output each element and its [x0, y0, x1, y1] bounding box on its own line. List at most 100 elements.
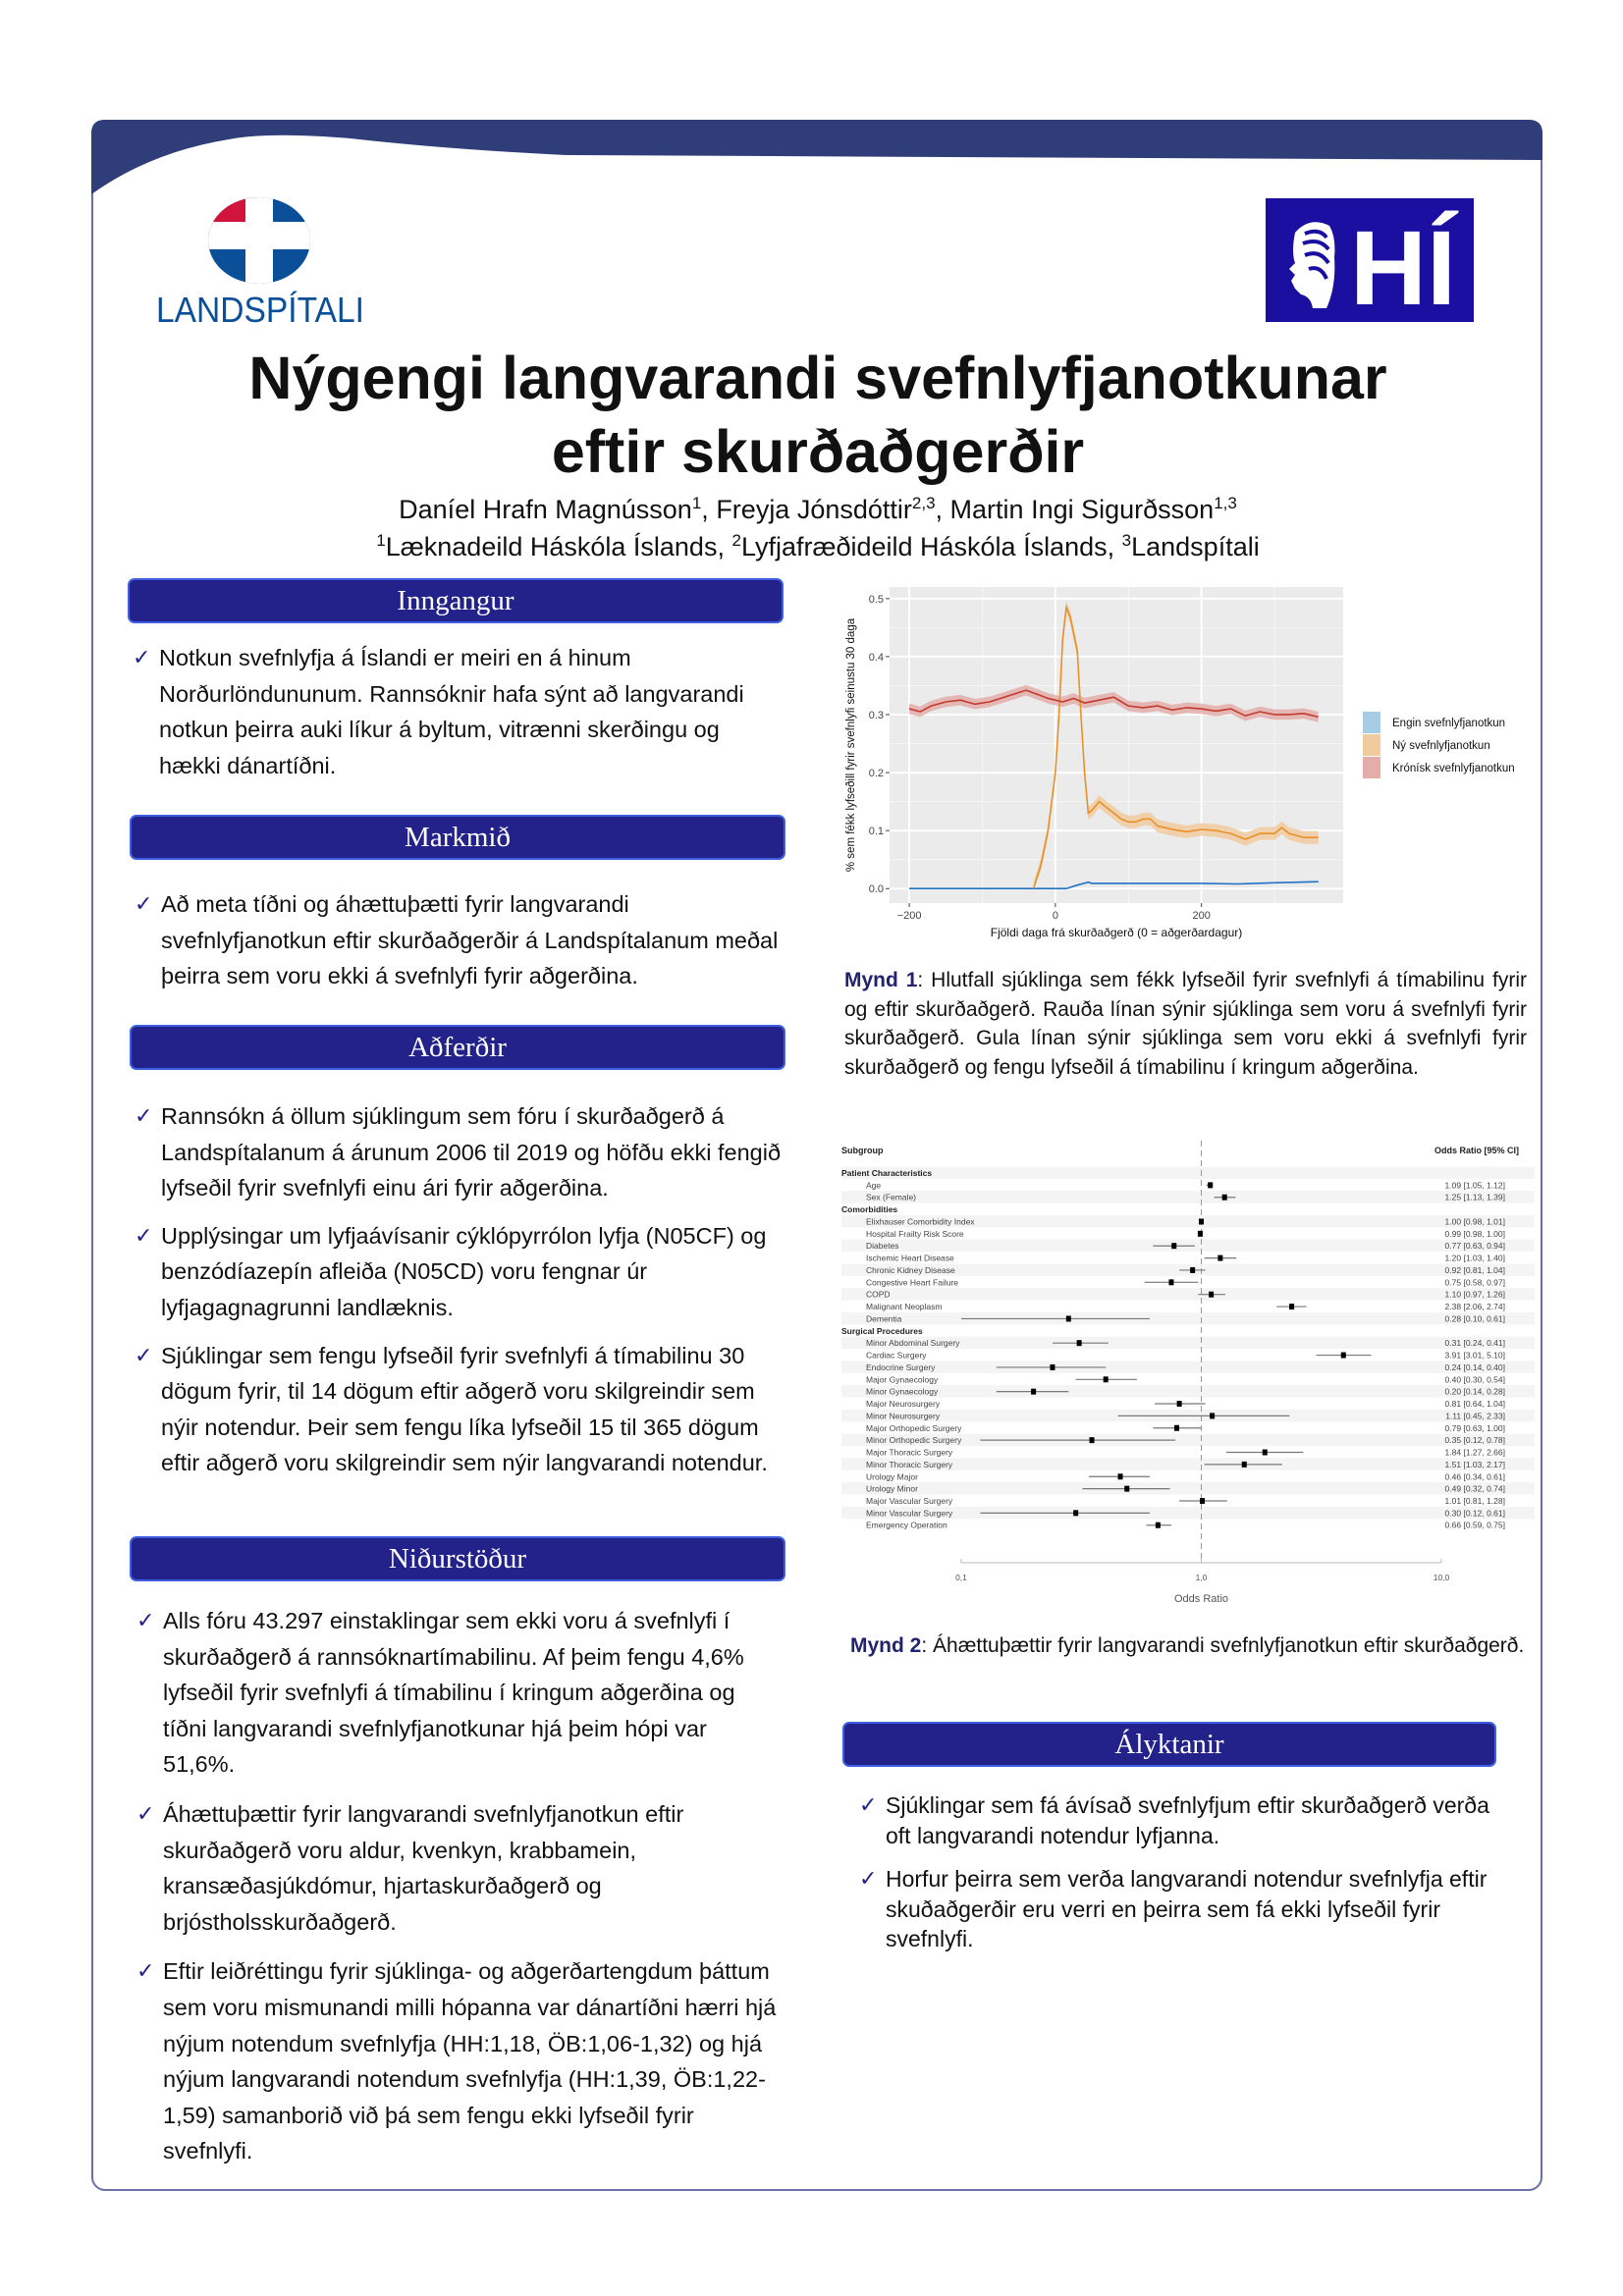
or-value-text: 1.11 [0.45, 2.33]	[1445, 1411, 1505, 1420]
legend-label: Engin svefnlyfjanotkun	[1392, 718, 1505, 729]
or-value-text: 0.28 [0.10, 0.61]	[1445, 1313, 1505, 1323]
separator: ,	[701, 495, 717, 524]
or-point-marker	[1289, 1304, 1295, 1310]
y-tick-label: 0.5	[869, 594, 884, 606]
forest-row-label: Major Gynaecology	[866, 1374, 939, 1384]
forest-row-label: Urology Major	[866, 1471, 918, 1481]
or-point-marker	[1208, 1182, 1214, 1189]
separator: ,	[717, 532, 732, 561]
legend-swatch	[1363, 757, 1380, 778]
or-value-text: 1.51 [1.03, 2.17]	[1445, 1460, 1505, 1469]
forest-row-label: Major Orthopedic Surgery	[866, 1423, 962, 1433]
series-line-2	[908, 689, 1319, 719]
bullet-text: Rannsókn á öllum sjúklingum sem fóru í s…	[161, 1103, 782, 1201]
checkmark-icon: ✓	[859, 1792, 878, 1817]
forest-row-label: Endocrine Surgery	[866, 1362, 936, 1372]
forest-row-label: Hospital Frailty Risk Score	[866, 1229, 964, 1239]
forest-row-label: Minor Neurosurgery	[866, 1411, 941, 1420]
forest-row-label: Congestive Heart Failure	[866, 1277, 958, 1287]
figure1-line-chart: 0.0 0.1 0.2 0.3 0.4 0.5 −200 0 200 Fjöldi daga fr…	[845, 587, 1515, 939]
landspitali-logo: LANDSPÍTALI	[147, 196, 373, 330]
or-point-marker	[1210, 1413, 1216, 1419]
forest-row-label: Emergency Operation	[866, 1521, 947, 1530]
forest-row-label: Cardiac Surgery	[866, 1351, 927, 1361]
x-tick-label: −200	[897, 910, 922, 922]
landspitali-wordmark: LANDSPÍTALI	[156, 290, 364, 326]
bullet-text: Sjúklingar sem fengu lyfseðil fyrir svef…	[161, 1342, 768, 1476]
affil-sup: 3	[1121, 531, 1132, 550]
or-point-marker	[1089, 1437, 1095, 1444]
or-column-header: Odds Ratio [95% CI]	[1434, 1146, 1519, 1155]
or-value-text: 0.49 [0.32, 0.74]	[1445, 1484, 1505, 1494]
y-tick-label: 0.1	[869, 826, 884, 837]
hi-logo: HÍ	[1266, 198, 1474, 327]
figure1-caption: Mynd 1: Hlutfall sjúklinga sem fékk lyfs…	[844, 966, 1527, 1082]
subgroup-column-header: Subgroup	[841, 1146, 884, 1155]
checkmark-icon: ✓	[136, 1958, 155, 1984]
author-affil-sup: 2,3	[911, 494, 936, 512]
forest-row-label: Minor Vascular Surgery	[866, 1508, 953, 1518]
forest-row-label: Urology Minor	[866, 1484, 918, 1494]
bullet-item: ✓ Rannsókn á öllum sjúklingum sem fóru í …	[135, 1098, 783, 1206]
checkmark-icon: ✓	[135, 1342, 153, 1367]
hi-profile-icon: HÍ	[1289, 208, 1459, 327]
section-header-markmid: Markmið	[130, 815, 785, 860]
forest-row-label: Malignant Neoplasm	[866, 1302, 942, 1311]
or-value-text: 0.99 [0.98, 1.00]	[1445, 1229, 1505, 1239]
forest-row-label: Major Neurosurgery	[866, 1399, 941, 1409]
poster-title-line2: eftir skurðaðgerðir	[551, 418, 1085, 485]
or-value-text: 1.10 [0.97, 1.26]	[1445, 1290, 1505, 1300]
forest-row-label: Major Thoracic Surgery	[866, 1448, 953, 1458]
separator: ,	[935, 495, 950, 524]
y-tick-label: 0.0	[869, 883, 884, 895]
x-axis-label: Fjöldi daga frá skurðaðgerð (0 = aðgerða…	[991, 926, 1243, 939]
or-point-marker	[1197, 1230, 1203, 1237]
ci-band-1	[1033, 601, 1319, 889]
bullet-item: ✓ Eftir leiðréttingu fyrir sjúklinga- og …	[136, 1953, 784, 2169]
row-shading	[841, 1506, 1535, 1520]
affiliation: Landspítali	[1131, 532, 1260, 561]
row-shading	[841, 1336, 1535, 1350]
or-value-text: 0.40 [0.30, 0.54]	[1445, 1374, 1505, 1384]
or-point-marker	[1050, 1363, 1055, 1370]
or-point-marker	[1199, 1218, 1204, 1225]
checkmark-icon: ✓	[135, 1222, 153, 1248]
affiliation: Læknadeild Háskóla Íslands	[385, 532, 718, 561]
or-point-marker	[1200, 1497, 1206, 1504]
forest-row-label: Dementia	[866, 1313, 902, 1323]
or-point-marker	[1155, 1522, 1161, 1528]
or-point-marker	[1171, 1243, 1177, 1250]
figure1-caption-text: : Hlutfall sjúklinga sem fékk lyfseðil f…	[844, 969, 1528, 1079]
figure2-caption: Mynd 2: Áhættuþættir fyrir langvarandi s…	[850, 1631, 1528, 1661]
forest-row-label: Minor Thoracic Surgery	[866, 1460, 953, 1469]
y-axis-label: % sem fékk lyfseðill fyrir svefnlyfi sei…	[845, 617, 857, 872]
checkmark-icon: ✓	[135, 1103, 153, 1128]
affil-sup: 2	[731, 531, 741, 550]
bullet-item: ✓ Sjúklingar sem fengu lyfseðil fyrir sve…	[135, 1338, 783, 1481]
affiliation-list: 1Læknadeild Háskóla Íslands, 2Lyfjafræði…	[91, 531, 1544, 562]
affil-sup: 1	[376, 531, 386, 550]
figure2-forest-plot: Subgroup Odds Ratio [95% CI] Patient Chara…	[841, 1141, 1535, 1605]
or-value-text: 1.84 [1.27, 2.66]	[1445, 1448, 1505, 1458]
section-header-inngangur: Inngangur	[128, 578, 784, 623]
checkmark-icon: ✓	[136, 1800, 155, 1826]
forest-row-label: Major Vascular Surgery	[866, 1496, 953, 1506]
forest-row-label: Elixhauser Comorbidity Index	[866, 1216, 975, 1226]
x-axis-label: Odds Ratio	[1174, 1593, 1228, 1605]
section-header-nidurstodur: Niðurstöður	[130, 1536, 785, 1581]
or-value-text: 0.30 [0.12, 0.61]	[1445, 1508, 1505, 1518]
author-affil-sup: 1,3	[1214, 494, 1237, 512]
row-shading	[841, 1191, 1535, 1203]
or-value-text: 0.79 [0.63, 1.00]	[1445, 1423, 1505, 1433]
forest-row-label: Minor Abdominal Surgery	[866, 1338, 960, 1348]
header-wave-banner	[91, 120, 1542, 194]
row-shading	[841, 1288, 1535, 1301]
forest-group-header: Patient Characteristics	[841, 1168, 932, 1178]
checkmark-icon: ✓	[136, 1608, 155, 1632]
checkmark-icon: ✓	[859, 1866, 878, 1891]
or-point-marker	[1217, 1255, 1223, 1261]
forest-group-header: Surgical Procedures	[841, 1326, 923, 1336]
or-value-text: 1.20 [1.03, 1.40]	[1445, 1254, 1505, 1263]
or-value-text: 0.20 [0.14, 0.28]	[1445, 1387, 1505, 1397]
legend-label: Krónísk svefnlyfjanotkun	[1392, 763, 1515, 774]
